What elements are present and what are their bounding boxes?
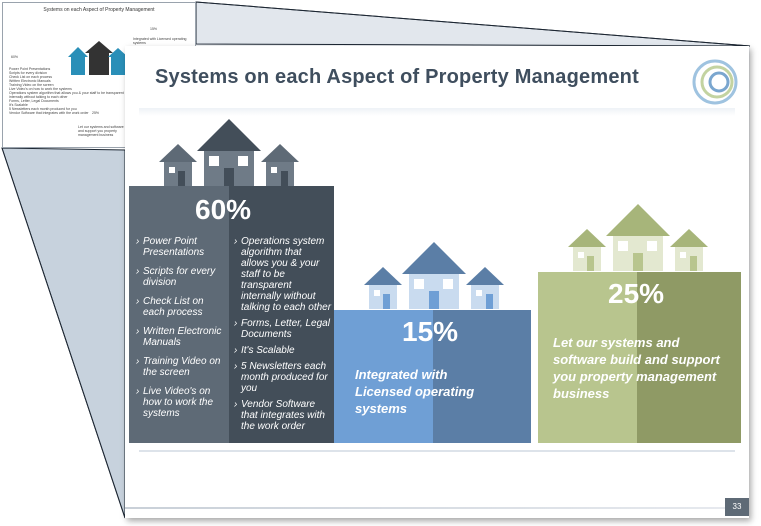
- thumbnail-text-25: Let our systems and software build and s…: [78, 125, 133, 137]
- percent-25: 25%: [608, 278, 665, 309]
- main-slide[interactable]: Systems on each Aspect of Property Manag…: [125, 46, 749, 518]
- logo-rings-icon: [692, 59, 738, 105]
- list-item: Power Point Presentations: [136, 236, 228, 258]
- title-divider: [139, 108, 735, 116]
- footer-line: [125, 507, 725, 509]
- house-icon: [159, 119, 299, 186]
- percent-15: 15%: [402, 316, 459, 347]
- list-item: Scripts for every division: [136, 266, 228, 288]
- thumbnail-text-15: Integrated with Licensed operating syste…: [133, 37, 187, 45]
- list-60-right: Operations system algorithm that allows …: [234, 236, 332, 437]
- text-25: Let our systems and software build and s…: [553, 335, 720, 401]
- list-item: Operations system algorithm that allows …: [234, 236, 332, 313]
- bar-25-right: [637, 272, 741, 443]
- house-icon: [68, 41, 128, 75]
- list-item: It's Scalable: [234, 345, 332, 356]
- bar-15-left: [334, 310, 433, 443]
- list-item: Check List on each process: [136, 296, 228, 318]
- list-60-left: Power Point Presentations Scripts for ev…: [136, 236, 228, 427]
- bar-15-right: [433, 310, 531, 443]
- list-item: Forms, Letter, Legal Documents: [234, 318, 332, 340]
- bottom-divider: [139, 450, 735, 452]
- thumbnail-title: Systems on each Aspect of Property Manag…: [43, 7, 155, 13]
- slide-title: Systems on each Aspect of Property Manag…: [155, 66, 639, 88]
- house-icon: [568, 204, 708, 271]
- list-item: Written Electronic Manuals: [136, 326, 228, 348]
- list-item: Vendor Software that integrates with the…: [234, 399, 332, 432]
- list-item: Training Video on the screen: [136, 356, 228, 378]
- thumbnail-pct-25: 25%: [92, 111, 100, 115]
- thumbnail-items: Power Point Presentations Scripts for eve…: [9, 67, 124, 115]
- list-item: 5 Newsletters each month produced for yo…: [234, 361, 332, 394]
- house-icon: [364, 242, 504, 309]
- percent-60: 60%: [195, 194, 252, 225]
- text-15: Integrated with Licensed operating syste…: [355, 367, 475, 416]
- thumbnail-pct-60: 60%: [11, 55, 19, 59]
- list-item: Live Video's on how to work the systems: [136, 386, 228, 419]
- bar-25-left: [538, 272, 637, 443]
- page-number: 33: [725, 498, 749, 516]
- thumbnail-pct-15: 15%: [150, 27, 158, 31]
